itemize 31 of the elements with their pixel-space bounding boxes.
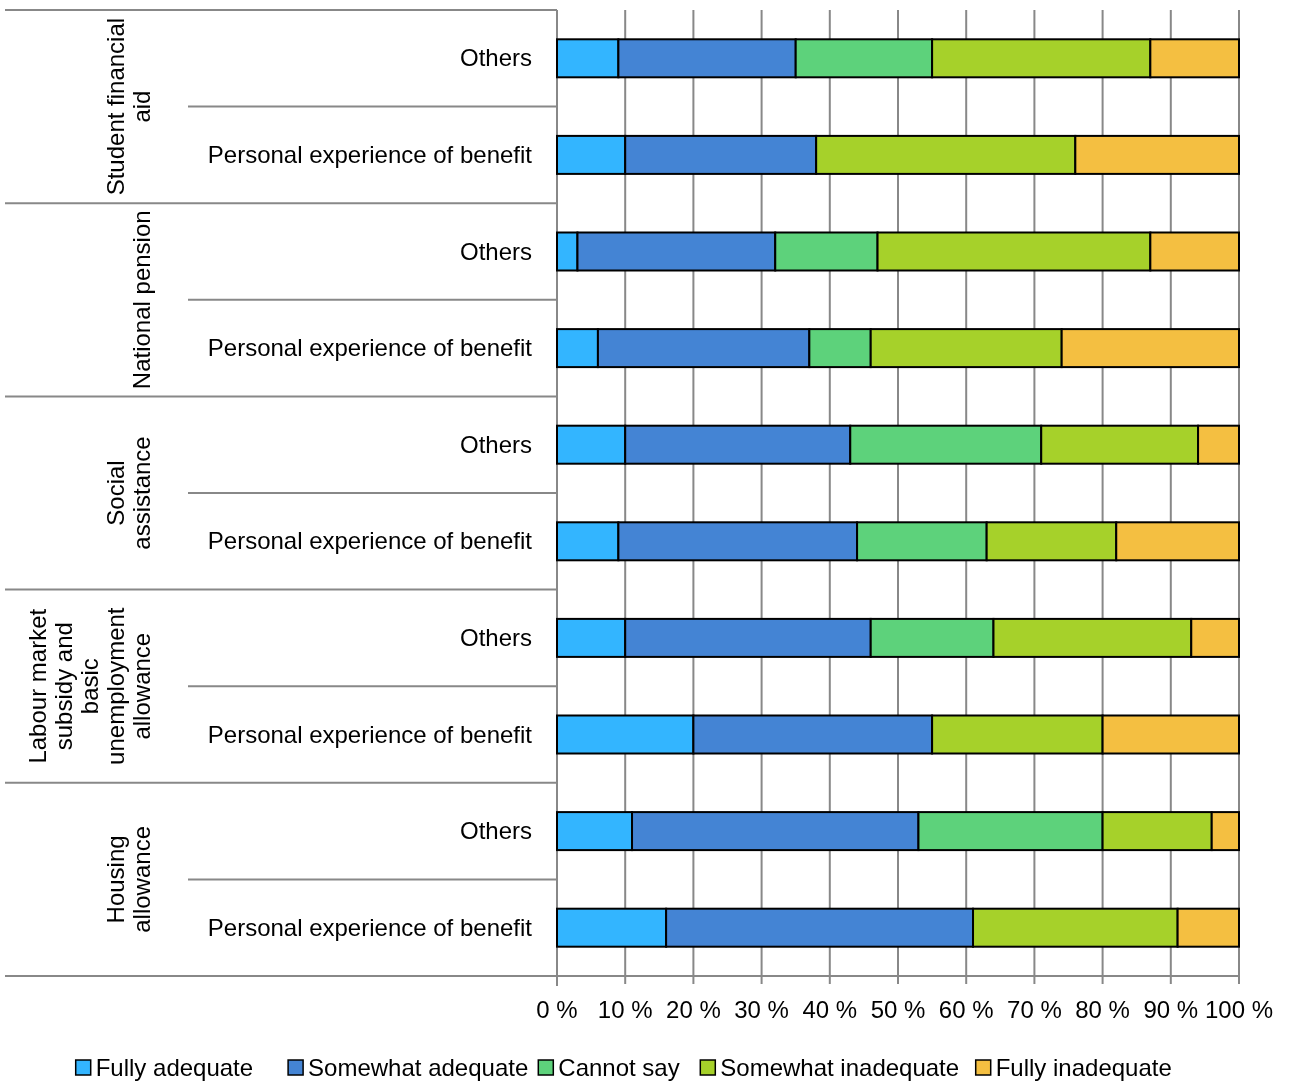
x-tick-label: 100 % xyxy=(1204,996,1274,1023)
legend-label: Fully adequate xyxy=(95,1054,254,1081)
y-tick-label: Personal experience of benefit xyxy=(207,720,533,748)
x-tick-label: 60 % xyxy=(938,996,994,1023)
y-tick-label: Others xyxy=(459,237,532,265)
text: National pension xyxy=(128,210,155,390)
y-tick-label: Personal experience of benefit xyxy=(207,334,533,362)
x-tick-label: 80 % xyxy=(1075,996,1130,1023)
y-tick-label: Others xyxy=(459,817,532,845)
text: Social assistance xyxy=(102,436,155,550)
x-tick-label: 40 % xyxy=(802,996,858,1023)
x-tick-label: 10 % xyxy=(597,996,653,1023)
text: Labour market subsidy and basic unemployment allowance xyxy=(24,607,155,765)
x-tick-label: 20 % xyxy=(666,996,721,1023)
y-tick-label: Personal experience of benefit xyxy=(207,913,533,941)
y-tick-label: Personal experience of benefit xyxy=(207,527,533,555)
y-tick-label: Personal experience of benefit xyxy=(207,140,533,168)
x-tick-label: 70 % xyxy=(1007,996,1062,1023)
y-tick-label: Others xyxy=(459,623,532,651)
legend-label: Somewhat adequate xyxy=(308,1054,529,1081)
y-tick-label: Others xyxy=(459,44,532,72)
legend-label: Cannot say xyxy=(558,1054,680,1081)
y-tick-label: Others xyxy=(459,430,532,458)
legend-label: Fully inadequate xyxy=(995,1054,1172,1081)
x-tick-label: 30 % xyxy=(734,996,789,1023)
x-tick-label: 50 % xyxy=(870,996,926,1023)
text: Housing allowance xyxy=(102,826,155,933)
text: Student financial aid xyxy=(102,17,155,196)
x-tick-label: 0 % xyxy=(536,996,578,1023)
x-tick-label: 90 % xyxy=(1143,996,1199,1023)
legend-label: Somewhat inadequate xyxy=(720,1054,960,1081)
